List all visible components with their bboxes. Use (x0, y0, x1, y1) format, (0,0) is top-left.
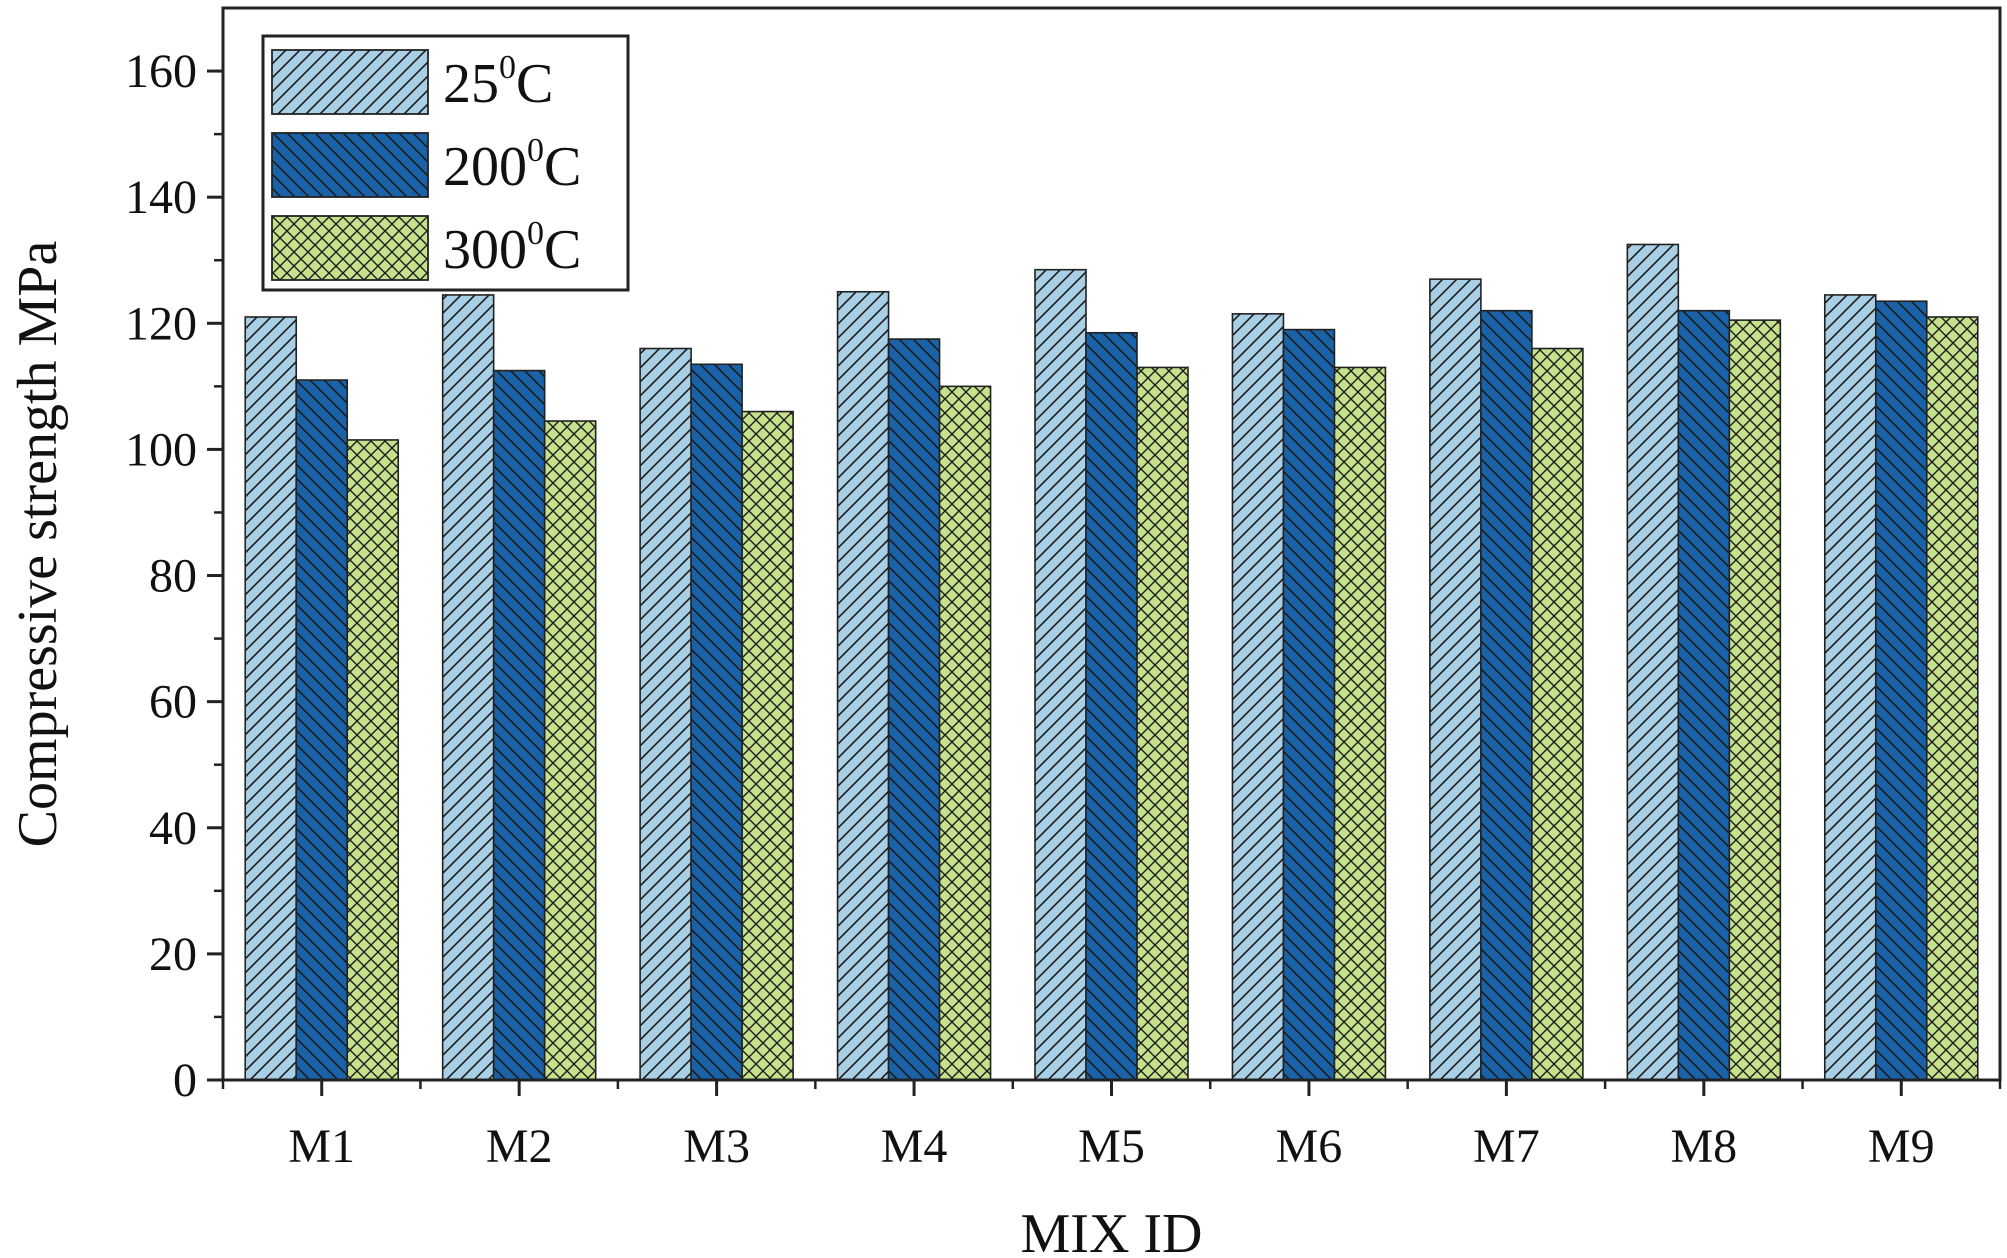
bar-m8-series-1 (1626, 243, 1680, 1081)
bar-m3-series-1 (639, 347, 692, 1081)
x-tick-label-m3: M3 (683, 1120, 750, 1173)
bar-m6-series-3 (1333, 366, 1387, 1081)
x-tick-label-m6: M6 (1276, 1120, 1343, 1173)
x-tick-label-m1: M1 (288, 1120, 355, 1173)
bar-m7-series-1 (1429, 278, 1482, 1081)
x-tick-label-m5: M5 (1078, 1120, 1145, 1173)
x-tick-label-m4: M4 (881, 1120, 948, 1173)
bar-m4-series-1 (836, 290, 890, 1081)
bar-m2-series-1 (441, 294, 495, 1081)
x-axis-title: MIX ID (1021, 1203, 1203, 1258)
y-tick-label: 80 (149, 550, 197, 603)
bar-m5-series-2 (1085, 331, 1138, 1081)
y-tick-label: 0 (173, 1054, 197, 1107)
y-tick-label: 140 (125, 171, 197, 224)
bar-m1-series-1 (244, 316, 298, 1081)
bar-m7-series-2 (1480, 309, 1533, 1081)
legend-label-1: 250C (443, 49, 553, 115)
bar-m4-series-3 (938, 385, 992, 1081)
bar-m9-series-2 (1874, 300, 1928, 1081)
bar-m2-series-2 (492, 369, 546, 1081)
bar-m4-series-2 (887, 338, 941, 1081)
y-tick-label: 160 (125, 45, 197, 98)
y-axis-ticks: 0 20 40 60 80 100 120 140 160 (125, 45, 223, 1107)
bar-m1-series-3 (346, 439, 400, 1081)
legend-swatch-2 (271, 132, 429, 198)
legend: 250C 2000C 3000C (261, 34, 630, 292)
bar-m3-series-3 (741, 410, 794, 1081)
bar-m8-series-2 (1677, 309, 1731, 1081)
y-tick-label: 60 (149, 676, 197, 729)
y-tick-label: 20 (149, 928, 197, 981)
y-tick-label: 40 (149, 802, 197, 855)
bar-m5-series-1 (1034, 268, 1087, 1081)
x-tick-label-m2: M2 (486, 1120, 553, 1173)
bar-m9-series-1 (1823, 294, 1877, 1081)
legend-swatch-1 (271, 49, 429, 115)
x-axis-ticks: M1 M2 M3 M4 M5 M6 M7 M8 M9 (221, 1080, 2002, 1173)
bar-m6-series-2 (1282, 328, 1336, 1081)
x-tick-label-m8: M8 (1670, 1120, 1737, 1173)
bar-m5-series-3 (1136, 366, 1189, 1081)
legend-label-3: 3000C (443, 215, 581, 281)
x-tick-label-m9: M9 (1868, 1120, 1935, 1173)
x-tick-label-m7: M7 (1473, 1120, 1540, 1173)
bar-m3-series-2 (690, 363, 743, 1081)
y-tick-label: 120 (125, 297, 197, 350)
bar-m2-series-3 (543, 420, 597, 1081)
legend-label-2: 2000C (443, 132, 581, 198)
bar-m7-series-3 (1531, 347, 1584, 1081)
y-tick-label: 100 (125, 423, 197, 476)
bar-m1-series-2 (295, 379, 349, 1081)
y-axis-title: Compressive strength MPa (7, 241, 69, 848)
bars-layer (244, 243, 1979, 1081)
legend-swatch-3 (271, 215, 429, 281)
bar-m8-series-3 (1728, 319, 1782, 1081)
bar-m6-series-1 (1231, 313, 1285, 1081)
bar-m9-series-3 (1925, 316, 1979, 1081)
